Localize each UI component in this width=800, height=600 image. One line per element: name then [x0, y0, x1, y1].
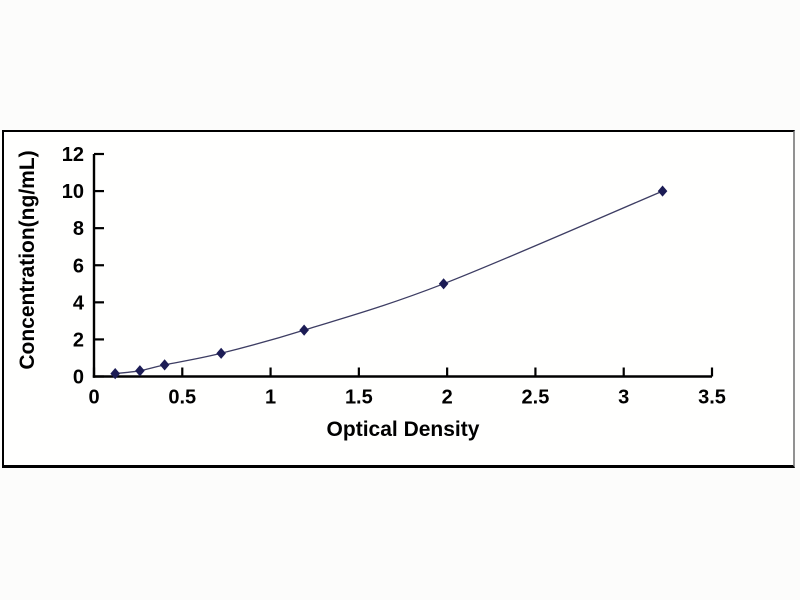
x-tick-label: 2: [442, 387, 453, 409]
curve-line: [115, 190, 663, 375]
x-tick-label: 3.5: [698, 387, 726, 409]
y-tick-label: 8: [73, 218, 84, 240]
x-tick-label: 1.5: [345, 387, 373, 409]
y-tick-label: 2: [73, 329, 84, 351]
standard-curve-plot: 0 0.5 1 1.5 2 2.5 3 3.5 0 2 4 6 8 10 12 Optical Densit…: [16, 144, 726, 441]
chart-frame: 0 0.5 1 1.5 2 2.5 3 3.5 0 2 4 6 8 10 12 Optical Densit…: [2, 130, 795, 468]
x-tick-label: 3: [618, 387, 629, 409]
y-tick-label: 12: [62, 144, 84, 166]
data-point-marker: [657, 185, 668, 197]
data-point-marker: [216, 347, 226, 359]
y-tick-label: 4: [73, 292, 85, 314]
x-tick-label: 0: [88, 387, 99, 409]
y-tick-label: 6: [73, 255, 84, 277]
data-point-marker: [438, 278, 449, 290]
data-point-marker: [159, 359, 170, 371]
y-tick-label: 10: [62, 181, 84, 203]
y-axis-title: Concentration(ng/mL): [16, 150, 39, 369]
x-axis-title: Optical Density: [327, 418, 480, 441]
y-tick-label: 0: [73, 367, 84, 389]
data-point-marker: [299, 324, 309, 336]
plot-generated: 0 0.5 1 1.5 2 2.5 3 3.5 0 2 4 6 8 10 12: [62, 144, 726, 409]
x-tick-label: 2.5: [522, 387, 550, 409]
x-tick-label: 1: [265, 387, 276, 409]
data-point-marker: [135, 365, 145, 377]
x-tick-label: 0.5: [168, 387, 196, 409]
